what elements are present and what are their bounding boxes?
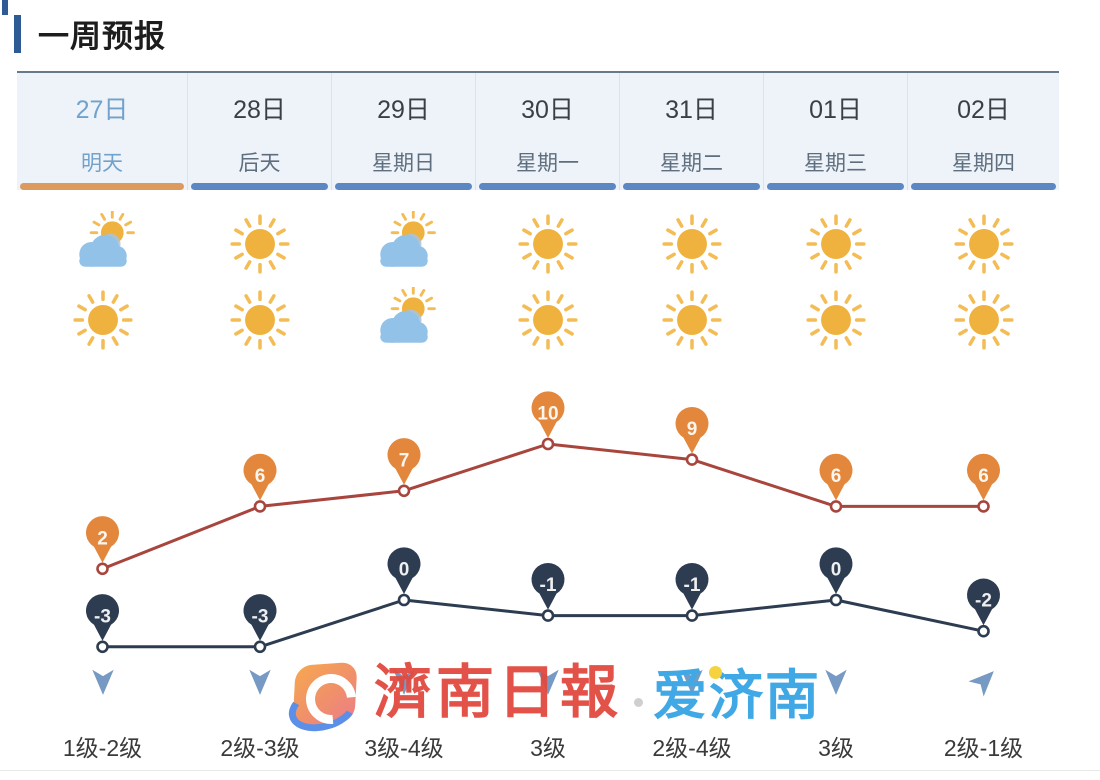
- day-date: 28日: [233, 96, 286, 124]
- wind-direction-row: [17, 661, 1059, 701]
- section-header: 一周预报: [14, 11, 166, 56]
- day-date: 01日: [809, 96, 862, 124]
- wind-arrow-up-right-icon: [908, 661, 1059, 701]
- svg-text:-3: -3: [94, 606, 111, 627]
- svg-text:0: 0: [399, 560, 410, 581]
- day-weather-icon-row: [17, 207, 1059, 281]
- wind-arrow-down-icon: [17, 661, 188, 701]
- wind-level-label: 2级-3级: [220, 735, 300, 761]
- svg-text:-1: -1: [684, 575, 701, 596]
- day-header-row: 27日 明天 28日 后天 29日 星期日 30日 星期一 31日 星期二 01日 星期三 02日 星期四: [17, 73, 1059, 190]
- wind-level-label: 3级: [818, 735, 854, 761]
- day-tab-1[interactable]: 27日明天: [17, 73, 188, 190]
- day-name: 星期二: [660, 152, 723, 175]
- screen-edge-fragment: [2, 0, 8, 15]
- page-title: 一周预报: [38, 19, 166, 54]
- low-temp-pin: -1: [531, 562, 565, 610]
- weather-icon-sunny: [17, 283, 188, 357]
- high-temp-pin: 9: [675, 406, 709, 454]
- day-name: 星期日: [372, 152, 435, 175]
- day-date: 31日: [665, 96, 718, 124]
- svg-text:-2: -2: [975, 591, 992, 612]
- night-weather-icon-row: [17, 283, 1059, 357]
- wind-level-row: 1级-2级 2级-3级 3级-4级 3级 2级-4级 3级 2级-1级: [17, 729, 1059, 763]
- weather-icon-sunny: [620, 283, 764, 357]
- high-temp-pin: 10: [531, 391, 565, 438]
- day-tab-underline: [623, 183, 760, 190]
- weather-icon-partly-cloudy: [17, 207, 188, 281]
- svg-text:7: 7: [399, 450, 410, 471]
- day-tab-3[interactable]: 29日星期日: [332, 73, 476, 190]
- weather-icon-sunny: [188, 283, 332, 357]
- svg-text:9: 9: [687, 419, 698, 440]
- day-date: 02日: [957, 96, 1010, 124]
- weather-icon-partly-cloudy: [332, 207, 476, 281]
- svg-text:6: 6: [255, 466, 266, 487]
- wind-level-label: 2级-1级: [943, 735, 1024, 761]
- low-temp-pin: -2: [967, 578, 1001, 626]
- wind-arrow-down-icon: [476, 661, 620, 701]
- weather-icon-sunny: [476, 283, 620, 357]
- weather-icon-sunny: [476, 207, 620, 281]
- weather-icon-partly-cloudy: [332, 283, 476, 357]
- day-tab-underline: [335, 183, 472, 190]
- wind-arrow-down-icon: [620, 661, 764, 701]
- high-temp-pin: 6: [819, 453, 853, 501]
- high-temp-pin: 6: [243, 453, 277, 501]
- low-temp-pin: -3: [86, 594, 120, 641]
- day-name: 明天: [81, 152, 123, 175]
- svg-text:-3: -3: [252, 606, 269, 627]
- high-temp-pin: 7: [387, 438, 421, 485]
- high-temp-pin: 6: [967, 453, 1001, 501]
- wind-level-label: 2级-4级: [652, 735, 732, 761]
- day-tab-underline: [20, 183, 184, 190]
- svg-text:0: 0: [831, 560, 842, 581]
- svg-text:6: 6: [978, 466, 989, 487]
- forecast-table: 27日 明天 28日 后天 29日 星期日 30日 星期一 31日 星期二 01日 星期三 02日 星期四…: [17, 71, 1059, 773]
- day-tab-underline: [911, 183, 1056, 190]
- low-temp-pin: 0: [387, 547, 421, 594]
- day-date: 30日: [521, 96, 574, 124]
- day-tab-underline: [767, 183, 904, 190]
- wind-level-label: 3级: [530, 735, 566, 761]
- wind-arrow-down-icon: [764, 661, 908, 701]
- day-tab-5[interactable]: 31日星期二: [620, 73, 764, 190]
- day-tab-7[interactable]: 02日星期四: [908, 73, 1059, 190]
- svg-text:6: 6: [831, 466, 842, 487]
- day-name: 星期三: [804, 152, 867, 175]
- day-tab-4[interactable]: 30日星期一: [476, 73, 620, 190]
- svg-text:2: 2: [97, 528, 108, 549]
- svg-text:-1: -1: [540, 575, 557, 596]
- wind-arrow-down-icon: [188, 661, 332, 701]
- bottom-divider: [0, 770, 1100, 771]
- weather-icon-sunny: [620, 207, 764, 281]
- low-temp-pin: 0: [819, 547, 853, 594]
- wind-arrow-down-icon: [332, 661, 476, 701]
- title-accent-bar: [14, 14, 21, 53]
- wind-level-label: 1级-2级: [62, 735, 143, 761]
- day-name: 星期一: [516, 152, 579, 175]
- weather-icon-sunny: [908, 283, 1059, 357]
- day-date: 27日: [75, 96, 129, 124]
- weather-icon-sunny: [908, 207, 1059, 281]
- day-tab-underline: [479, 183, 616, 190]
- svg-text:10: 10: [537, 404, 558, 425]
- low-temp-pin: -1: [675, 562, 709, 610]
- day-date: 29日: [377, 96, 430, 124]
- day-tab-underline: [191, 183, 328, 190]
- weather-icon-sunny: [764, 207, 908, 281]
- day-name: 后天: [238, 152, 281, 175]
- day-tab-6[interactable]: 01日星期三: [764, 73, 908, 190]
- day-name: 星期四: [952, 152, 1015, 175]
- low-temp-pin: -3: [243, 594, 277, 641]
- wind-level-label: 3级-4级: [364, 735, 444, 761]
- temperature-chart: 2 6 7 10 9 6 6 -3 -3 0 -1 -1 0 -2: [86, 391, 1001, 654]
- weather-icon-sunny: [764, 283, 908, 357]
- high-temp-pin: 2: [86, 516, 120, 563]
- day-tab-2[interactable]: 28日后天: [188, 73, 332, 190]
- weather-icon-sunny: [188, 207, 332, 281]
